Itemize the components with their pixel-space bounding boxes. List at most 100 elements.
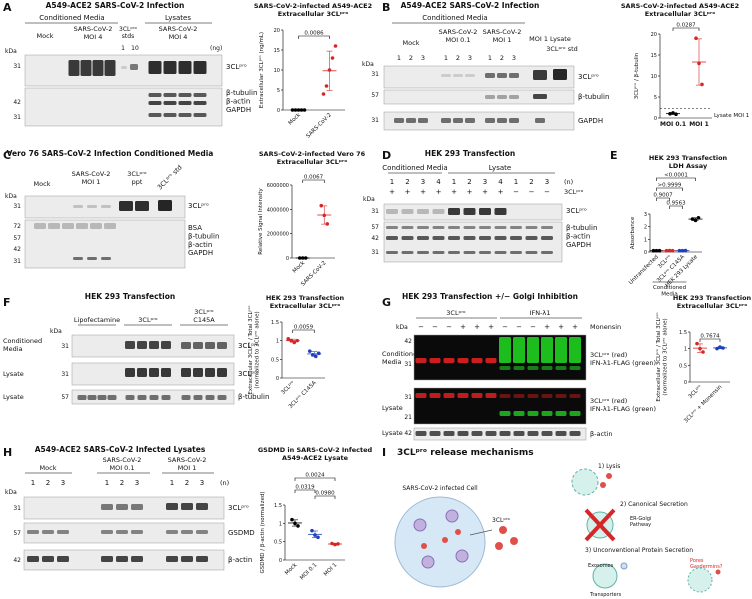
blot-band	[73, 257, 83, 260]
significance-bracket	[699, 338, 721, 342]
y-tick-label: 2000000	[267, 232, 289, 238]
label: 4	[498, 178, 503, 186]
blot	[413, 387, 587, 425]
blot-band	[527, 411, 539, 416]
blot-band	[432, 236, 445, 240]
blot-band	[485, 73, 495, 78]
label: Mock	[37, 32, 54, 40]
data-point	[671, 111, 675, 115]
label: 3CLᵖʳᵒ C145A	[193, 308, 215, 324]
blot-band	[499, 337, 511, 363]
label: Pores Gasdermins?	[690, 558, 723, 570]
label: SARS-CoV-2 MOI 0.1	[439, 28, 478, 44]
blot-band	[494, 226, 507, 229]
data-point	[313, 533, 317, 537]
blot-band	[535, 118, 545, 123]
label: 3	[545, 178, 549, 186]
label: 3	[421, 54, 425, 62]
data-point	[693, 218, 698, 223]
label: 1	[170, 479, 174, 487]
panel-title: A549-ACE2 SARS-CoV-2 Infection	[401, 1, 540, 10]
blot-band	[415, 358, 427, 363]
label: 3CLᵖʳᵒ	[226, 63, 247, 71]
blot-band	[499, 411, 511, 416]
label: −	[418, 323, 424, 331]
label: 42	[371, 235, 379, 242]
blot-band	[27, 530, 39, 534]
blot-band	[193, 61, 207, 74]
blot-band	[87, 257, 97, 260]
blot	[383, 89, 575, 105]
blot-band	[178, 101, 192, 105]
label: 31	[371, 71, 379, 78]
blot-band	[471, 393, 483, 398]
label: 10	[131, 45, 139, 52]
blot-band	[401, 209, 414, 214]
label: 31	[61, 343, 69, 350]
y-tick-label: 10	[651, 74, 657, 80]
label: kDa	[5, 489, 17, 496]
blot-band	[90, 223, 102, 229]
reference-label: Lysate MOI 1	[714, 113, 749, 119]
blot-band	[181, 368, 191, 377]
blot-band	[448, 226, 460, 229]
blot-band	[463, 236, 476, 240]
blot-band	[463, 208, 476, 215]
data-point	[664, 248, 669, 253]
data-point	[677, 248, 682, 253]
label: Mock	[34, 180, 51, 188]
blot-band	[76, 223, 88, 229]
blot-band	[116, 530, 128, 534]
blot-band	[525, 251, 538, 254]
blot-band	[429, 431, 441, 436]
panel-letter: H	[3, 446, 12, 459]
blot-band	[513, 394, 525, 398]
p-value: >0.9999	[658, 183, 682, 189]
label: 31	[13, 63, 21, 70]
blot-band	[101, 205, 111, 208]
blot-band	[525, 236, 538, 240]
y-tick-label: 0	[279, 558, 282, 564]
blot-band	[205, 395, 215, 400]
label: +	[572, 323, 578, 331]
blot-band	[569, 366, 581, 370]
p-value: 0.0059	[294, 325, 314, 331]
label: SARS-CoV-2 MOI 0.1	[103, 456, 142, 472]
label: kDa	[396, 324, 408, 331]
label: 2	[529, 178, 533, 186]
label: 57	[371, 92, 379, 99]
label: 1	[452, 178, 456, 186]
blot-band	[131, 504, 143, 510]
label: 31	[371, 208, 379, 215]
significance-bracket	[302, 179, 325, 183]
data-point	[327, 68, 332, 72]
blot-band	[57, 556, 69, 562]
blot-band	[193, 113, 207, 117]
label: +	[389, 188, 395, 196]
label: 31	[13, 505, 21, 512]
data-point	[316, 351, 321, 356]
blot-band	[193, 101, 207, 105]
blot-band	[541, 236, 553, 240]
label: 3CLᵖʳᵒ (red) IFN-λ1-FLAG (green)	[590, 397, 656, 413]
label: 2	[456, 54, 460, 62]
data-point	[668, 112, 672, 116]
label: 3	[200, 479, 204, 487]
blot-band	[494, 208, 507, 215]
blot-band	[448, 208, 460, 215]
label: 3CLᵖʳᵒ ppt	[127, 170, 147, 186]
label: SARS-CoV-2 MOI 4	[159, 25, 198, 41]
p-value: 0.0319	[295, 485, 315, 491]
label: IFN-λ1	[530, 309, 551, 317]
label: 3CLᵖʳᵒ	[566, 207, 587, 215]
y-tick-label: 20	[274, 28, 280, 34]
blot-band	[166, 503, 178, 510]
blot-band	[101, 504, 113, 510]
panel-letter: I	[382, 446, 386, 459]
blot-band	[485, 358, 497, 363]
blot-band	[205, 368, 215, 377]
blot-band	[463, 226, 476, 229]
data-point	[300, 256, 305, 260]
blot-band	[217, 395, 227, 400]
blot-band	[510, 226, 522, 229]
